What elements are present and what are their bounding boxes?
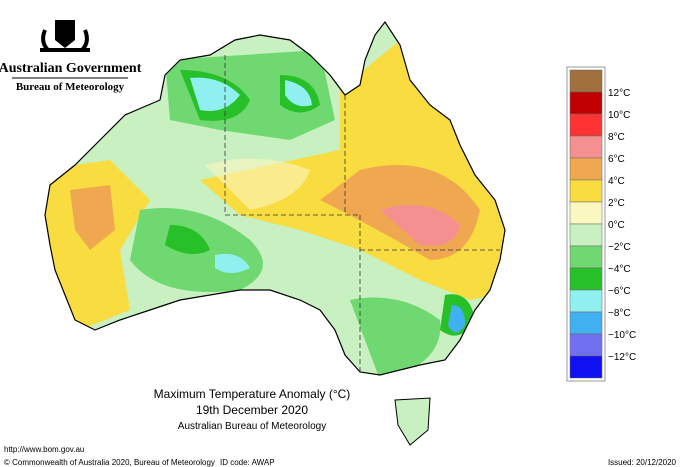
legend-swatch <box>569 179 603 203</box>
legend-swatch <box>569 289 603 313</box>
legend-label: 4°C <box>608 176 625 187</box>
map-title: Maximum Temperature Anomaly (°C) <box>154 387 351 401</box>
legend-label: 12°C <box>608 88 630 99</box>
legend-label: 6°C <box>608 154 625 165</box>
legend-label: −12°C <box>608 352 636 363</box>
tasmania <box>394 397 431 446</box>
copyright: © Commonwealth of Australia 2020, Bureau… <box>4 458 215 467</box>
state-borders <box>224 55 500 372</box>
map-source: Australian Bureau of Meteorology <box>178 421 326 432</box>
legend-swatch <box>569 201 603 225</box>
legend-label: 10°C <box>608 110 630 121</box>
legend-swatch <box>569 311 603 335</box>
legend-swatch <box>569 113 603 137</box>
legend-label: 0°C <box>608 220 625 231</box>
legend-swatch <box>569 135 603 159</box>
legend-label: −2°C <box>608 242 631 253</box>
legend: 12°C 10°C 8°C 6°C 4°C 2°C 0°C −2°C −4°C −6°C −8°C −… <box>566 66 636 382</box>
legend-label: 2°C <box>608 198 625 209</box>
legend-label: 8°C <box>608 132 625 143</box>
issued: Issued: 20/12/2020 <box>608 458 677 467</box>
legend-label: −10°C <box>608 330 636 341</box>
legend-swatch <box>569 245 603 269</box>
map-date: 19th December 2020 <box>196 403 308 417</box>
gov-title: Australian Government <box>0 61 142 76</box>
legend-swatch <box>569 69 603 93</box>
crest <box>40 20 90 52</box>
legend-swatch <box>569 157 603 181</box>
url[interactable]: http://www.bom.gov.au <box>4 445 84 454</box>
legend-swatch <box>569 91 603 115</box>
legend-swatch <box>569 333 603 357</box>
legend-swatch <box>569 267 603 291</box>
legend-swatch <box>569 355 603 379</box>
id-code: ID code: AWAP <box>220 458 275 467</box>
legend-label: −6°C <box>608 286 631 297</box>
legend-label: −4°C <box>608 264 631 275</box>
bureau-name: Bureau of Meteorology <box>16 81 125 93</box>
legend-label: −8°C <box>608 308 631 319</box>
legend-swatch <box>569 223 603 247</box>
